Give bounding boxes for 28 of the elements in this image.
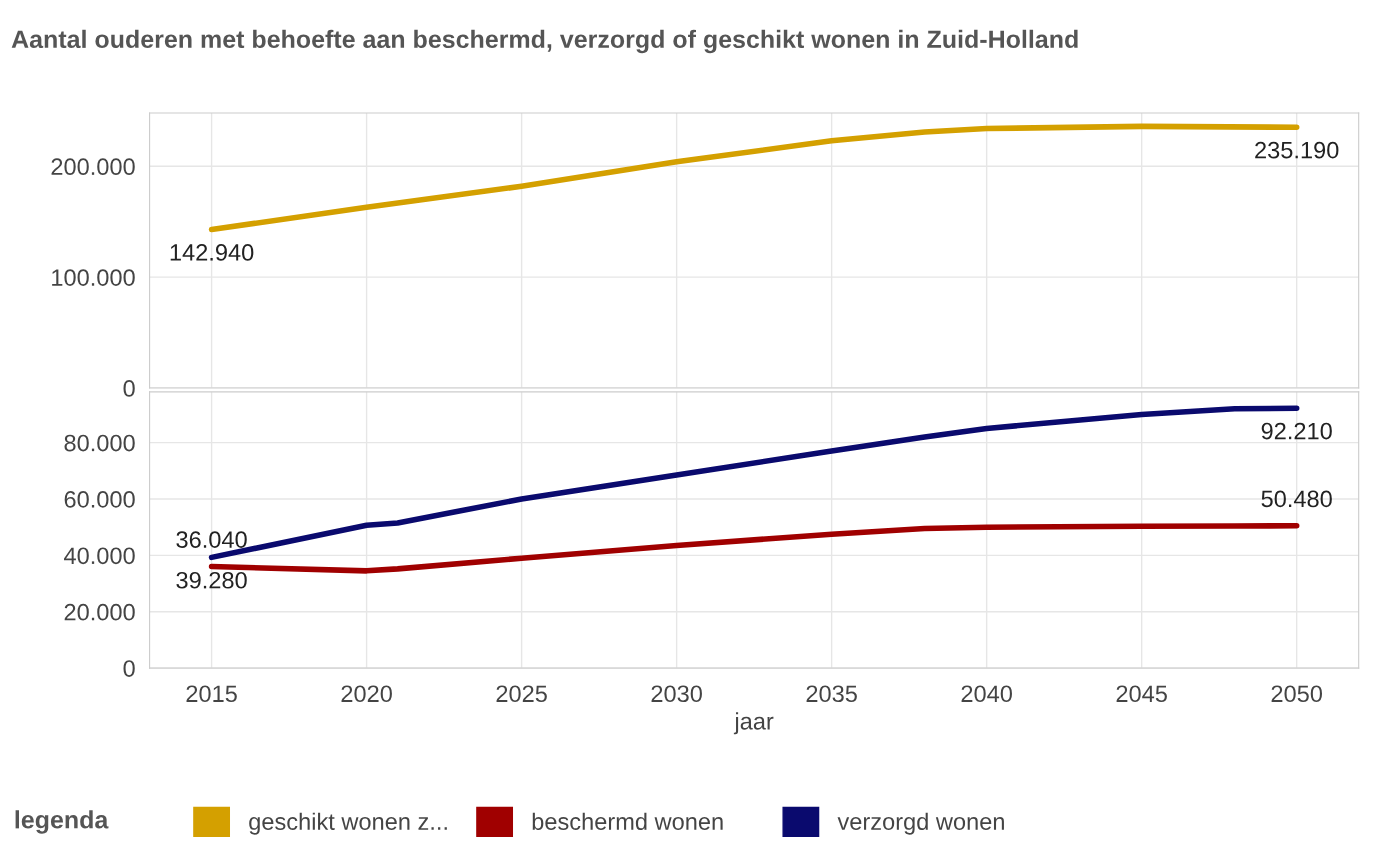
data-label: 235.190 <box>1255 141 1339 159</box>
x-tick-label: 2045 <box>1116 685 1167 703</box>
y-tick-label: 80.000 <box>64 434 135 452</box>
y-tick-label: 100.000 <box>52 269 135 286</box>
x-tick-label: 2020 <box>341 685 392 703</box>
x-tick-label: 2040 <box>961 685 1012 703</box>
y-tick-label: 200.000 <box>51 158 135 176</box>
data-label: 39.280 <box>176 571 247 589</box>
y-tick-label: 0 <box>123 660 135 677</box>
legend-label: verzorgd wonen <box>837 812 1004 835</box>
x-tick-label: 2015 <box>186 685 237 703</box>
x-axis-title: jaar <box>733 712 774 735</box>
x-tick-label: 2050 <box>1271 685 1323 703</box>
data-label: 36.040 <box>176 531 247 548</box>
y-tick-label: 0 <box>123 380 135 397</box>
y-tick-label: 40.000 <box>64 547 135 565</box>
data-label: 50.480 <box>1261 490 1332 508</box>
x-tick-label: 2035 <box>806 685 857 703</box>
x-tick-label: 2025 <box>496 685 547 703</box>
y-tick-label: 20.000 <box>64 603 135 621</box>
legend-label: beschermd wonen <box>532 812 723 830</box>
legend-label: geschikt wonen z... <box>249 812 447 835</box>
data-label: 142.940 <box>170 244 254 261</box>
legend-title: legenda <box>15 810 109 834</box>
x-tick-label: 2030 <box>651 685 702 703</box>
chart-title: Aantal ouderen met behoefte aan beschermd, verzorgd of geschikt wonen in Zuid-Holland <box>11 29 1078 54</box>
data-label: 92.210 <box>1261 422 1332 440</box>
y-tick-label: 60.000 <box>64 491 135 508</box>
